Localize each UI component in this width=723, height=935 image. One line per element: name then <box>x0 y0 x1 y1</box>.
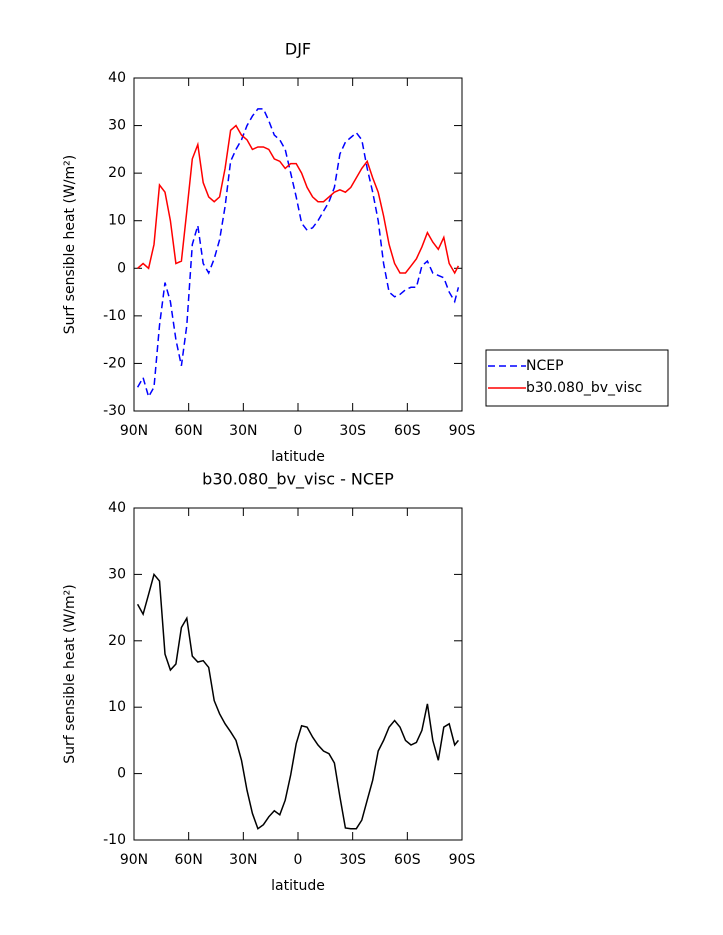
x-tick-label: 30N <box>229 423 257 439</box>
x-tick-label: 60S <box>394 852 421 868</box>
x-tick-label: 0 <box>294 423 303 439</box>
y-tick-label: 30 <box>108 118 126 134</box>
y-tick-label: 10 <box>108 213 126 229</box>
y-tick-label: 40 <box>108 70 126 86</box>
y-tick-label: -10 <box>103 832 126 848</box>
x-axis-label: latitude <box>271 878 325 894</box>
x-tick-label: 90N <box>120 423 148 439</box>
data-line <box>136 108 460 399</box>
x-tick-label: 60N <box>175 423 203 439</box>
y-axis-label: Surf sensible heat (W/m²) <box>62 155 78 334</box>
x-tick-label: 90N <box>120 852 148 868</box>
y-tick-label: 0 <box>117 766 126 782</box>
chart-title: b30.080_bv_visc - NCEP <box>202 470 394 490</box>
y-tick-label: 30 <box>108 566 126 582</box>
y-tick-label: 0 <box>117 260 126 276</box>
y-tick-label: 20 <box>108 633 126 649</box>
y-axis-label: Surf sensible heat (W/m²) <box>62 584 78 763</box>
x-tick-label: 30S <box>339 423 366 439</box>
x-tick-label: 60S <box>394 423 421 439</box>
legend-label: NCEP <box>526 358 564 374</box>
y-tick-label: -20 <box>103 355 126 371</box>
x-tick-label: 90S <box>449 852 476 868</box>
x-tick-label: 90S <box>449 423 476 439</box>
legend-label: b30.080_bv_visc <box>526 380 642 396</box>
x-tick-label: 60N <box>175 852 203 868</box>
x-tick-label: 0 <box>294 852 303 868</box>
y-tick-label: -30 <box>103 403 126 419</box>
x-tick-label: 30N <box>229 852 257 868</box>
y-tick-label: 10 <box>108 699 126 715</box>
data-line <box>136 572 459 830</box>
y-tick-label: 20 <box>108 165 126 181</box>
y-tick-label: -10 <box>103 308 126 324</box>
legend-box <box>485 349 669 407</box>
data-line <box>137 124 460 275</box>
plot-frame <box>133 507 463 841</box>
chart-title: DJF <box>285 40 311 59</box>
x-axis-label: latitude <box>271 449 325 465</box>
y-tick-label: 40 <box>108 500 126 516</box>
x-tick-label: 30S <box>339 852 366 868</box>
